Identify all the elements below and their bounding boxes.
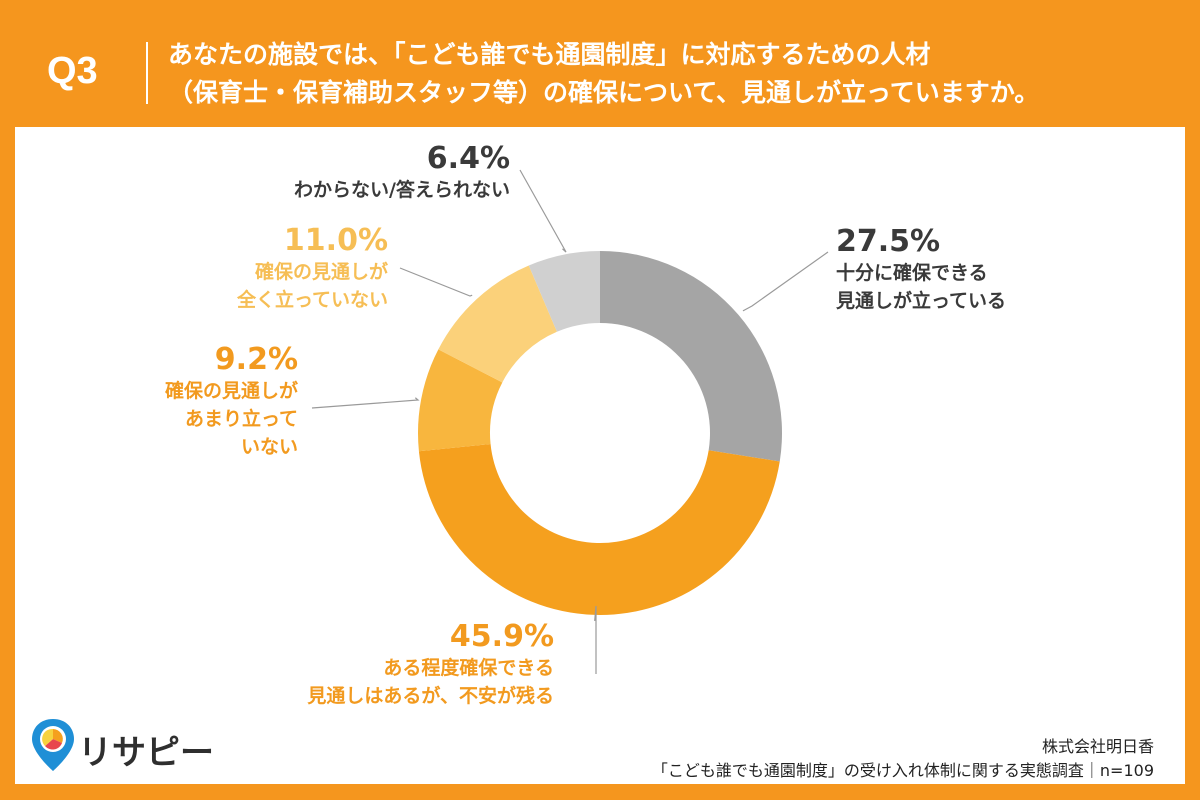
- question-text: あなたの施設では、「こども誰でも通園制度」に対応するための人材 （保育士・保育補…: [168, 36, 1178, 112]
- slice-not-at-all: [438, 265, 557, 383]
- header-divider: [146, 42, 148, 104]
- survey-name: 「こども誰でも通園制度」の受け入れ体制に関する実態調査｜n=109: [651, 761, 1154, 780]
- text-slice-sufficient-1: 十分に確保できる: [836, 262, 988, 284]
- text-slice-not-much-1: 確保の見通しが: [164, 380, 298, 402]
- source-note: 株式会社明日香 「こども誰でも通園制度」の受け入れ体制に関する実態調査｜n=10…: [652, 735, 1154, 783]
- header: Q3 あなたの施設では、「こども誰でも通園制度」に対応するための人材 （保育士・…: [0, 0, 1200, 127]
- text-slice-not-much-3: いない: [240, 436, 298, 458]
- text-slice-not-much-2: あまり立って: [184, 408, 298, 430]
- pct-slice-not-at-all: 11.0%: [283, 223, 388, 258]
- pct-slice-not-much: 9.2%: [214, 342, 298, 377]
- text-slice-unknown-1: わからない/答えられない: [294, 179, 510, 201]
- leader-line-somewhat: [594, 605, 597, 674]
- text-slice-sufficient-2: 見通しが立っている: [836, 290, 1007, 312]
- chart-panel: [15, 127, 1185, 784]
- location-pin-pie-icon: [32, 719, 74, 771]
- question-line-1: あなたの施設では、「こども誰でも通園制度」に対応するための人材: [168, 40, 931, 69]
- question-number: Q3: [47, 50, 98, 92]
- logo-text: リサピー: [78, 733, 214, 773]
- leader-line-not-much: [311, 397, 420, 409]
- slice-unknown: [528, 251, 600, 332]
- label-slice-unknown: 6.4% わからない/答えられない: [294, 142, 510, 204]
- leader-line-unknown: [519, 169, 567, 253]
- leader-line-sufficient: [742, 251, 829, 312]
- text-slice-not-at-all-1: 確保の見通しが: [254, 261, 388, 283]
- pct-slice-unknown: 6.4%: [426, 141, 510, 176]
- question-line-2: （保育士・保育補助スタッフ等）の確保について、見通しが立っていますか。: [168, 78, 1040, 107]
- label-slice-not-much: 9.2% 確保の見通しが あまり立って いない: [165, 343, 298, 461]
- label-slice-sufficient: 27.5% 十分に確保できる 見通しが立っている: [836, 225, 1006, 315]
- slice-not-much: [418, 349, 503, 452]
- pct-slice-somewhat: 45.9%: [449, 619, 554, 654]
- slice-sufficient: [600, 251, 782, 462]
- slice-somewhat: [418, 444, 780, 616]
- leader-line-not-at-all: [399, 267, 473, 297]
- pct-slice-sufficient: 27.5%: [836, 224, 941, 259]
- text-slice-somewhat-1: ある程度確保できる: [383, 657, 554, 679]
- label-slice-somewhat: 45.9% ある程度確保できる 見通しはあるが、不安が残る: [307, 620, 554, 710]
- company-name: 株式会社明日香: [1041, 737, 1154, 756]
- text-slice-somewhat-2: 見通しはあるが、不安が残る: [307, 685, 554, 707]
- text-slice-not-at-all-2: 全く立っていない: [236, 289, 388, 311]
- label-slice-not-at-all: 11.0% 確保の見通しが 全く立っていない: [237, 224, 388, 314]
